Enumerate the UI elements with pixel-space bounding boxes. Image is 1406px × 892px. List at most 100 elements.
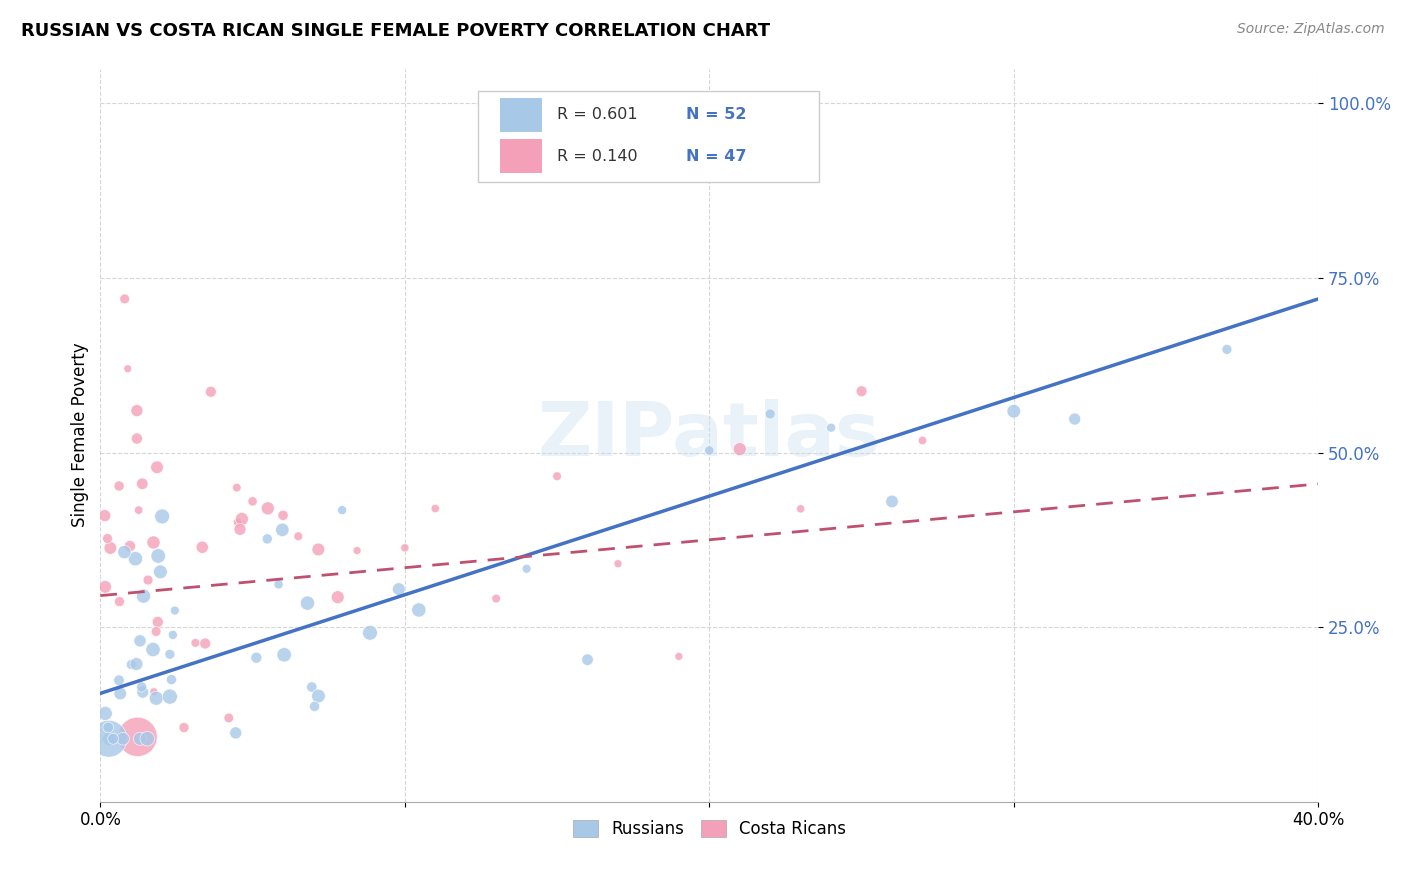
Point xyxy=(226,516,249,530)
Point xyxy=(108,594,131,608)
Point xyxy=(271,508,294,523)
Text: R = 0.601: R = 0.601 xyxy=(557,107,638,122)
Point xyxy=(1216,343,1239,357)
Point xyxy=(129,633,152,648)
Point xyxy=(94,508,117,523)
Point xyxy=(287,529,309,543)
Point xyxy=(163,603,186,617)
Point xyxy=(242,494,264,508)
Point xyxy=(146,615,169,629)
Point xyxy=(218,711,240,725)
FancyBboxPatch shape xyxy=(478,90,818,182)
Point xyxy=(159,690,181,704)
Point xyxy=(132,685,155,699)
Y-axis label: Single Female Poverty: Single Female Poverty xyxy=(72,343,89,527)
Point xyxy=(1063,412,1085,426)
Point xyxy=(576,653,599,667)
Point xyxy=(697,443,720,458)
Point xyxy=(159,647,181,661)
Point xyxy=(728,442,751,456)
Legend: Russians, Costa Ricans: Russians, Costa Ricans xyxy=(567,813,852,845)
Point xyxy=(108,479,131,493)
Point xyxy=(136,731,159,746)
Point xyxy=(297,596,319,610)
Point xyxy=(267,577,290,591)
Point xyxy=(150,509,173,524)
Point xyxy=(127,730,149,744)
Point xyxy=(1002,404,1025,418)
Point xyxy=(149,565,172,579)
Point xyxy=(225,726,247,740)
Point xyxy=(256,532,278,546)
Text: R = 0.140: R = 0.140 xyxy=(557,149,638,163)
Point xyxy=(516,562,538,576)
Point xyxy=(125,403,148,417)
Point xyxy=(142,685,165,699)
Point xyxy=(125,657,148,671)
Point xyxy=(142,535,165,549)
Point xyxy=(346,543,368,558)
Point xyxy=(142,642,165,657)
FancyBboxPatch shape xyxy=(499,98,543,132)
Point xyxy=(111,731,134,746)
Point xyxy=(118,539,141,553)
Point xyxy=(110,687,132,701)
Point xyxy=(131,476,153,491)
Point xyxy=(256,501,278,516)
Point xyxy=(271,523,294,537)
Text: N = 47: N = 47 xyxy=(686,149,747,163)
FancyBboxPatch shape xyxy=(499,139,543,173)
Point xyxy=(145,624,167,639)
Point xyxy=(173,721,195,735)
Point xyxy=(131,680,153,694)
Point xyxy=(359,625,381,640)
Point xyxy=(194,636,217,650)
Point xyxy=(607,557,630,571)
Point xyxy=(114,545,136,559)
Text: ZIPatlas: ZIPatlas xyxy=(538,399,880,472)
Point xyxy=(304,699,326,714)
Point xyxy=(98,731,121,746)
Point xyxy=(245,650,267,665)
Point xyxy=(97,721,120,735)
Point xyxy=(394,541,416,555)
Point xyxy=(789,501,811,516)
Point xyxy=(108,673,131,688)
Point xyxy=(148,549,170,563)
Point xyxy=(100,541,122,555)
Point xyxy=(184,636,207,650)
Point xyxy=(546,469,568,483)
Point xyxy=(820,420,842,434)
Point xyxy=(97,731,120,746)
Point xyxy=(200,384,222,399)
Point xyxy=(425,501,447,516)
Point xyxy=(160,673,183,687)
Point xyxy=(136,573,159,587)
Point xyxy=(911,434,934,448)
Point xyxy=(94,580,117,594)
Point xyxy=(94,706,117,721)
Point xyxy=(668,649,690,664)
Point xyxy=(408,603,430,617)
Point xyxy=(388,582,411,596)
Point xyxy=(129,731,152,746)
Text: N = 52: N = 52 xyxy=(686,107,747,122)
Point xyxy=(273,648,295,662)
Point xyxy=(307,689,329,703)
Text: Source: ZipAtlas.com: Source: ZipAtlas.com xyxy=(1237,22,1385,37)
Point xyxy=(307,542,329,557)
Point xyxy=(128,503,150,517)
Point xyxy=(162,628,184,642)
Point xyxy=(125,432,148,446)
Point xyxy=(326,590,349,604)
Point xyxy=(120,657,142,672)
Point xyxy=(117,361,139,376)
Point xyxy=(124,551,146,566)
Point xyxy=(132,589,155,603)
Point xyxy=(114,292,136,306)
Point xyxy=(101,731,124,746)
Text: RUSSIAN VS COSTA RICAN SINGLE FEMALE POVERTY CORRELATION CHART: RUSSIAN VS COSTA RICAN SINGLE FEMALE POV… xyxy=(21,22,770,40)
Point xyxy=(231,512,253,526)
Point xyxy=(330,503,353,517)
Point xyxy=(501,103,523,118)
